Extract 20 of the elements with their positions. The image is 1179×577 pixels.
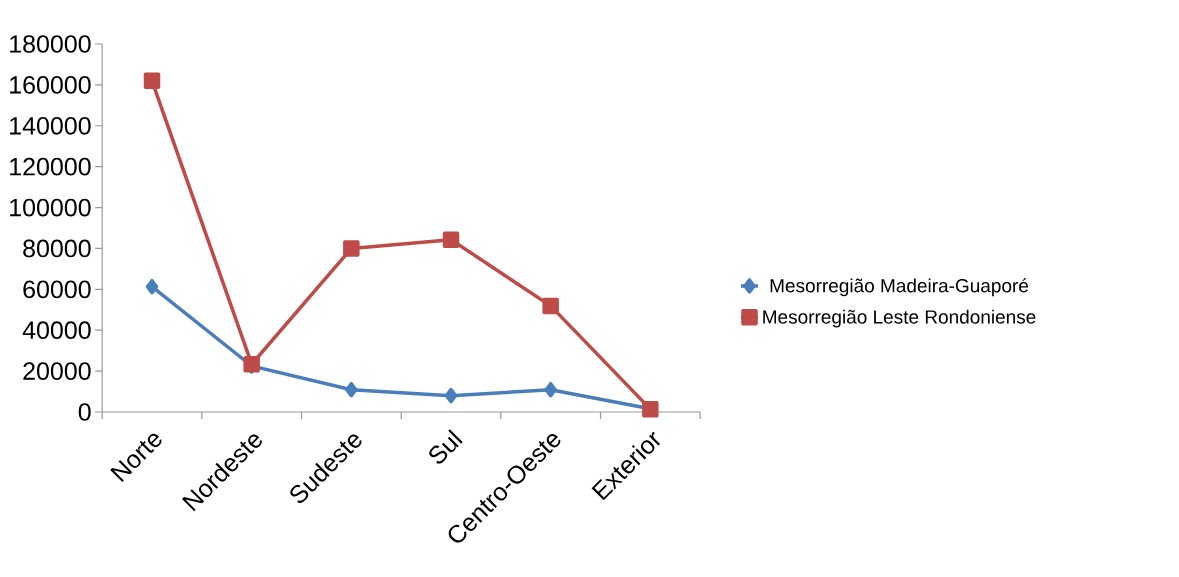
- point: [542, 297, 559, 315]
- point: [345, 381, 358, 398]
- point: [444, 387, 458, 404]
- y-tick-label: 140000: [10, 116, 91, 135]
- legend-label: Mesorregião Madeira-Guaporé: [770, 278, 1029, 297]
- y-tick-label: 20000: [23, 362, 91, 380]
- point: [442, 231, 460, 248]
- legend-label: Mesorregião Leste Rondoniense: [763, 309, 1036, 328]
- y-tick-label: 160000: [10, 76, 91, 94]
- y-tick-label: 180000: [10, 35, 91, 53]
- y-tick-label: 40000: [22, 321, 91, 340]
- point: [143, 72, 161, 90]
- point: [343, 240, 360, 257]
- y-tick-label: 100000: [10, 198, 91, 217]
- y-tick-label: 80000: [23, 239, 91, 258]
- y-tick-label: 0: [78, 403, 91, 421]
- y-tick-label: 120000: [10, 157, 91, 176]
- point: [145, 278, 159, 295]
- point: [544, 381, 557, 398]
- y-tick-label: 60000: [23, 280, 91, 299]
